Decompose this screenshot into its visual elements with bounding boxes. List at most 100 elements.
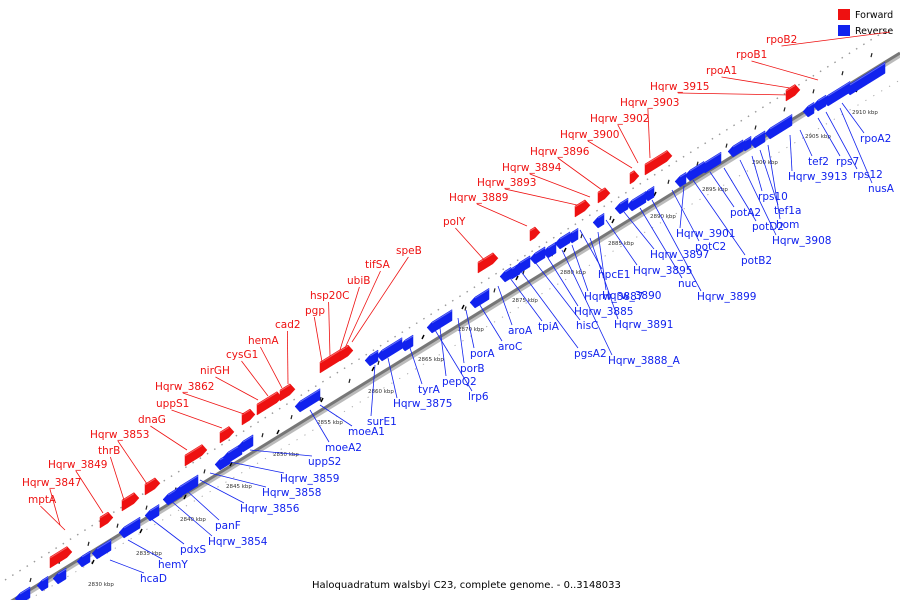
gene-arrow[interactable] bbox=[219, 426, 235, 444]
gene-label-tyra[interactable]: tyrA bbox=[418, 384, 441, 396]
gene-label-nuc[interactable]: nuc bbox=[678, 278, 697, 290]
gene-label-hqrw-3887[interactable]: Hqrw_3887 bbox=[584, 291, 643, 303]
gene-label-hsp20c[interactable]: hsp20C bbox=[310, 290, 349, 302]
gene-label-hqrw-3853[interactable]: Hqrw_3853 bbox=[90, 429, 149, 441]
gene-label-hqrw-3858[interactable]: Hqrw_3858 bbox=[262, 487, 321, 499]
gene-label-tifsa[interactable]: tifSA bbox=[365, 259, 391, 271]
gene-label-hqrw-3908[interactable]: Hqrw_3908 bbox=[772, 235, 831, 247]
gene-arrow[interactable] bbox=[844, 61, 886, 96]
gene-arrow[interactable] bbox=[174, 474, 199, 498]
gene-arrow[interactable] bbox=[574, 199, 591, 218]
gene-label-hqrw-3902[interactable]: Hqrw_3902 bbox=[590, 113, 649, 125]
gene-label-hemy[interactable]: hemY bbox=[158, 559, 188, 571]
gene-label-thrb[interactable]: thrB bbox=[98, 445, 120, 457]
gene-label-tpia[interactable]: tpiA bbox=[538, 321, 560, 333]
gene-label-rpoa2[interactable]: rpoA2 bbox=[860, 133, 891, 145]
gene-arrow[interactable] bbox=[699, 151, 722, 174]
gene-arrow[interactable] bbox=[514, 255, 531, 274]
gene-label-rps12[interactable]: rps12 bbox=[853, 169, 883, 181]
gene-arrow[interactable] bbox=[144, 477, 161, 496]
gene-label-hqrw-3862[interactable]: Hqrw_3862 bbox=[155, 381, 214, 393]
gene-label-pota2[interactable]: potA2 bbox=[730, 207, 761, 219]
gene-label-hqrw-3856[interactable]: Hqrw_3856 bbox=[240, 503, 300, 515]
gene-label-aroc[interactable]: aroC bbox=[498, 341, 522, 353]
gene-label-upps1[interactable]: uppS1 bbox=[156, 398, 189, 410]
gene-label-hqrw-3903[interactable]: Hqrw_3903 bbox=[620, 97, 679, 109]
gene-arrow[interactable] bbox=[566, 227, 579, 244]
gene-arrow[interactable] bbox=[294, 388, 321, 413]
gene-arrow[interactable] bbox=[36, 575, 49, 592]
gene-label-hqrw-3847[interactable]: Hqrw_3847 bbox=[22, 477, 81, 489]
gene-label-hqrw-3913[interactable]: Hqrw_3913 bbox=[788, 171, 847, 183]
gene-arrow[interactable] bbox=[674, 171, 687, 188]
gene-label-sure1[interactable]: surE1 bbox=[367, 416, 397, 428]
gene-label-hqrw-3897[interactable]: Hqrw_3897 bbox=[650, 249, 709, 261]
gene-label-tef1a[interactable]: tef1a bbox=[774, 205, 801, 217]
gene-label-hqrw-3915[interactable]: Hqrw_3915 bbox=[650, 81, 709, 93]
gene-label-hqrw-3894[interactable]: Hqrw_3894 bbox=[502, 162, 562, 174]
gene-label-hqrw-3893[interactable]: Hqrw_3893 bbox=[477, 177, 536, 189]
gene-arrow[interactable] bbox=[121, 492, 140, 512]
gene-arrow[interactable] bbox=[256, 391, 283, 416]
gene-arrow[interactable] bbox=[118, 516, 141, 539]
gene-label-hqrw-3885[interactable]: Hqrw_3885 bbox=[574, 306, 633, 318]
gene-arrow[interactable] bbox=[802, 101, 815, 118]
gene-label-hqrw-3890[interactable]: Hqrw_3890 bbox=[602, 290, 661, 302]
gene-arrow[interactable] bbox=[144, 503, 160, 522]
gene-label-hqrw-3859[interactable]: Hqrw_3859 bbox=[280, 473, 339, 485]
gene-label-hqrw-3895[interactable]: Hqrw_3895 bbox=[633, 265, 692, 277]
gene-arrow[interactable] bbox=[614, 197, 629, 215]
gene-label-nusa[interactable]: nusA bbox=[868, 183, 895, 195]
gene-label-poly[interactable]: polY bbox=[443, 216, 466, 228]
gene-label-tef2[interactable]: tef2 bbox=[808, 156, 829, 168]
gene-arrow[interactable] bbox=[529, 226, 541, 242]
gene-arrow[interactable] bbox=[184, 444, 208, 467]
gene-label-hqrw-3901[interactable]: Hqrw_3901 bbox=[676, 228, 735, 240]
gene-label-hpce1[interactable]: hpcE1 bbox=[598, 269, 630, 281]
gene-label-pgsa2[interactable]: pgsA2 bbox=[574, 348, 607, 360]
gene-label-pora[interactable]: porA bbox=[470, 348, 495, 360]
gene-label-dnag[interactable]: dnaG bbox=[138, 414, 166, 426]
gene-label-hqrw-3888-a[interactable]: Hqrw_3888_A bbox=[608, 355, 681, 367]
gene-label-hqrw-3899[interactable]: Hqrw_3899 bbox=[697, 291, 756, 303]
gene-label-aroa[interactable]: aroA bbox=[508, 325, 533, 337]
gene-label-mpta[interactable]: mptA bbox=[28, 494, 57, 506]
gene-label-hqrw-3900[interactable]: Hqrw_3900 bbox=[560, 129, 619, 141]
gene-label-rpob2[interactable]: rpoB2 bbox=[766, 34, 797, 46]
gene-label-cysg1[interactable]: cysG1 bbox=[226, 349, 258, 361]
gene-label-potd2[interactable]: potD2 bbox=[752, 221, 784, 233]
gene-label-panf[interactable]: panF bbox=[215, 520, 241, 532]
gene-arrow[interactable] bbox=[52, 567, 67, 585]
gene-arrow[interactable] bbox=[764, 113, 793, 140]
gene-arrow[interactable] bbox=[279, 383, 296, 402]
gene-label-hqrw-3889[interactable]: Hqrw_3889 bbox=[449, 192, 508, 204]
gene-label-nirgh[interactable]: nirGH bbox=[200, 365, 230, 377]
gene-label-pgp[interactable]: pgp bbox=[305, 305, 325, 317]
gene-arrow[interactable] bbox=[477, 252, 499, 274]
gene-arrow[interactable] bbox=[644, 150, 673, 176]
gene-label-lrp6[interactable]: lrp6 bbox=[468, 391, 489, 403]
gene-arrow[interactable] bbox=[237, 434, 254, 453]
gene-label-hqrw-3875[interactable]: Hqrw_3875 bbox=[393, 398, 452, 410]
gene-label-hqrw-3854[interactable]: Hqrw_3854 bbox=[208, 536, 268, 548]
gene-arrow[interactable] bbox=[542, 241, 557, 259]
gene-label-hcad[interactable]: hcaD bbox=[140, 573, 167, 585]
gene-label-moea2[interactable]: moeA2 bbox=[325, 442, 362, 454]
gene-arrow[interactable] bbox=[785, 84, 801, 102]
gene-arrow[interactable] bbox=[642, 185, 655, 202]
gene-label-pepq2[interactable]: pepQ2 bbox=[442, 376, 477, 388]
gene-arrow[interactable] bbox=[76, 550, 91, 568]
gene-label-rps7[interactable]: rps7 bbox=[836, 156, 859, 168]
gene-arrow[interactable] bbox=[749, 130, 766, 149]
gene-label-cad2[interactable]: cad2 bbox=[275, 319, 301, 331]
gene-arrow[interactable] bbox=[469, 287, 490, 309]
gene-arrow[interactable] bbox=[592, 212, 605, 229]
gene-label-ubib[interactable]: ubiB bbox=[347, 275, 370, 287]
gene-arrow[interactable] bbox=[99, 511, 114, 529]
gene-arrow[interactable] bbox=[597, 187, 611, 204]
gene-label-hisc[interactable]: hisC bbox=[576, 320, 598, 332]
gene-label-potc2[interactable]: potC2 bbox=[695, 241, 726, 253]
gene-arrow[interactable] bbox=[339, 344, 354, 362]
gene-label-hom[interactable]: hom bbox=[776, 219, 799, 231]
gene-label-porb[interactable]: porB bbox=[460, 363, 485, 375]
